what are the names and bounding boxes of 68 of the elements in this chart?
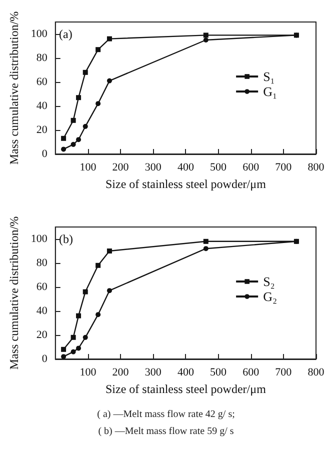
point bbox=[96, 101, 101, 106]
legend-label: S₂ bbox=[263, 274, 275, 289]
x-tick-label: 800 bbox=[308, 162, 325, 174]
point bbox=[203, 32, 208, 38]
point bbox=[76, 137, 82, 142]
x-axis-title: Size of stainless steel powder/μm bbox=[105, 177, 267, 191]
point bbox=[61, 136, 66, 141]
y-tick-label: 40 bbox=[36, 100, 48, 112]
point bbox=[96, 312, 101, 318]
point bbox=[82, 70, 88, 75]
point bbox=[70, 118, 76, 123]
point bbox=[106, 78, 112, 84]
legend-label: S₁ bbox=[263, 69, 275, 84]
point bbox=[203, 38, 208, 42]
y-axis-title: Mass cumulative distribution/% bbox=[7, 216, 21, 370]
point bbox=[76, 95, 82, 100]
y-tick-label: 0 bbox=[42, 353, 48, 365]
point bbox=[70, 334, 76, 340]
point bbox=[203, 246, 208, 252]
x-tick-label: 200 bbox=[112, 162, 130, 174]
y-tick-label: 60 bbox=[36, 281, 48, 293]
point bbox=[82, 289, 88, 294]
y-tick-label: 40 bbox=[36, 305, 48, 317]
point bbox=[106, 36, 112, 42]
x-tick-label: 600 bbox=[242, 162, 260, 174]
point bbox=[61, 346, 66, 352]
legend-label: G₂ bbox=[263, 289, 277, 304]
point bbox=[70, 349, 76, 354]
point bbox=[70, 142, 76, 147]
y-tick-label: 80 bbox=[36, 257, 48, 269]
x-tick-label: 600 bbox=[242, 366, 260, 378]
x-tick-label: 100 bbox=[80, 162, 97, 174]
point bbox=[61, 354, 66, 360]
legend-label: G₁ bbox=[263, 84, 277, 99]
x-tick-label: 700 bbox=[275, 366, 292, 378]
point bbox=[76, 346, 82, 351]
y-tick-label: 0 bbox=[42, 148, 48, 160]
point bbox=[82, 334, 88, 340]
y-tick-label: 60 bbox=[36, 76, 48, 88]
x-tick-label: 200 bbox=[112, 366, 130, 378]
y-tick-label: 80 bbox=[36, 52, 48, 64]
point bbox=[203, 238, 208, 244]
x-tick-label: 500 bbox=[210, 366, 228, 378]
x-tick-label: 700 bbox=[275, 162, 292, 174]
x-axis-title: Size of stainless steel powder/μm bbox=[105, 382, 267, 396]
x-tick-label: 800 bbox=[308, 366, 325, 378]
point bbox=[96, 47, 101, 52]
annotation: (b) bbox=[59, 232, 73, 246]
x-tick-label: 400 bbox=[177, 366, 194, 378]
x-tick-label: 400 bbox=[177, 162, 194, 174]
point bbox=[82, 124, 88, 129]
y-tick-label: 100 bbox=[30, 233, 48, 245]
point bbox=[76, 313, 82, 318]
point bbox=[106, 248, 112, 254]
point bbox=[61, 146, 66, 152]
annotation: (a) bbox=[59, 27, 72, 41]
x-tick-label: 100 bbox=[80, 366, 97, 378]
x-tick-label: 300 bbox=[144, 162, 162, 174]
y-tick-label: 100 bbox=[30, 28, 48, 40]
text: ( b) —Melt mass flow rate 59 g/ s bbox=[97, 426, 235, 437]
y-tick-label: 20 bbox=[36, 329, 48, 341]
x-tick-label: 300 bbox=[144, 366, 162, 378]
y-tick-label: 20 bbox=[36, 124, 48, 136]
point bbox=[106, 288, 112, 294]
y-axis-title: Mass cumulative distribution/% bbox=[7, 11, 21, 165]
point bbox=[96, 262, 101, 268]
x-tick-label: 500 bbox=[210, 162, 228, 174]
text: ( a) —Melt mass flow rate 42 g/ s; bbox=[96, 409, 236, 420]
